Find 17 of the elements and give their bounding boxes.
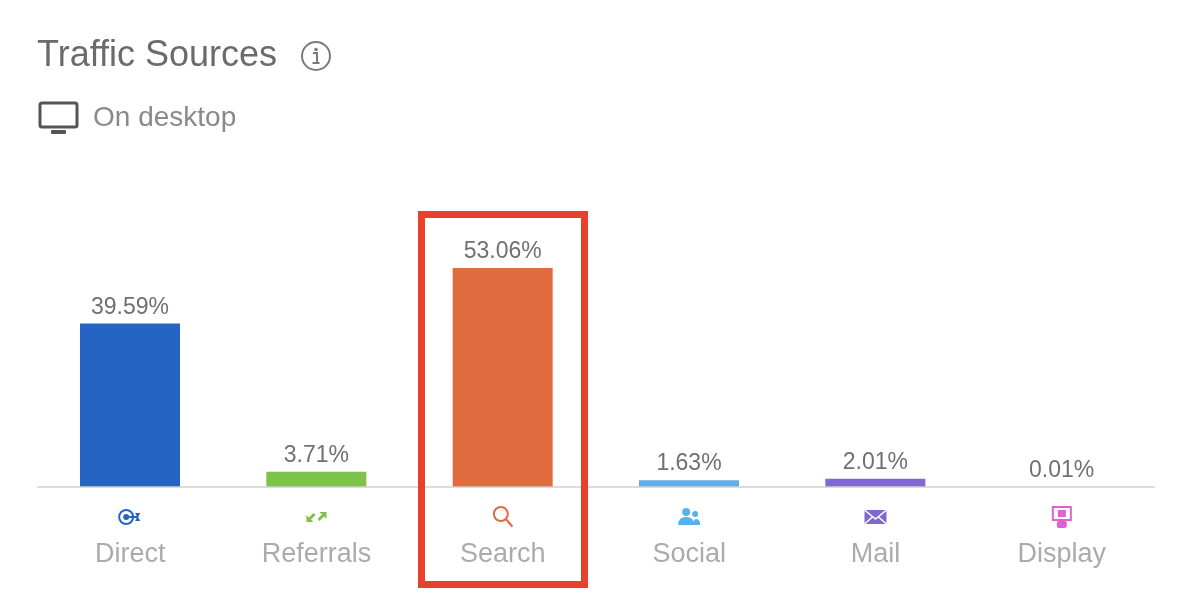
x-tick-label: Social (652, 538, 726, 568)
bar (266, 471, 367, 487)
x-tick-label: Mail (850, 538, 901, 568)
data-label: 1.63% (656, 449, 722, 476)
chart-subtitle: On desktop (93, 101, 237, 132)
bar (80, 323, 180, 487)
data-label: 0.01% (1029, 455, 1095, 482)
x-tick-label: Search (460, 538, 546, 568)
data-label: 2.01% (842, 447, 908, 474)
data-label: 39.59% (90, 292, 170, 319)
chart-title: Traffic Sources (37, 33, 278, 74)
bar (452, 268, 553, 487)
data-label: 3.71% (283, 440, 349, 467)
data-label: 53.06% (463, 237, 542, 263)
x-tick-label: Referrals (261, 538, 372, 568)
x-tick-label: Display (1017, 538, 1107, 568)
x-tick-label: Direct (94, 538, 166, 568)
